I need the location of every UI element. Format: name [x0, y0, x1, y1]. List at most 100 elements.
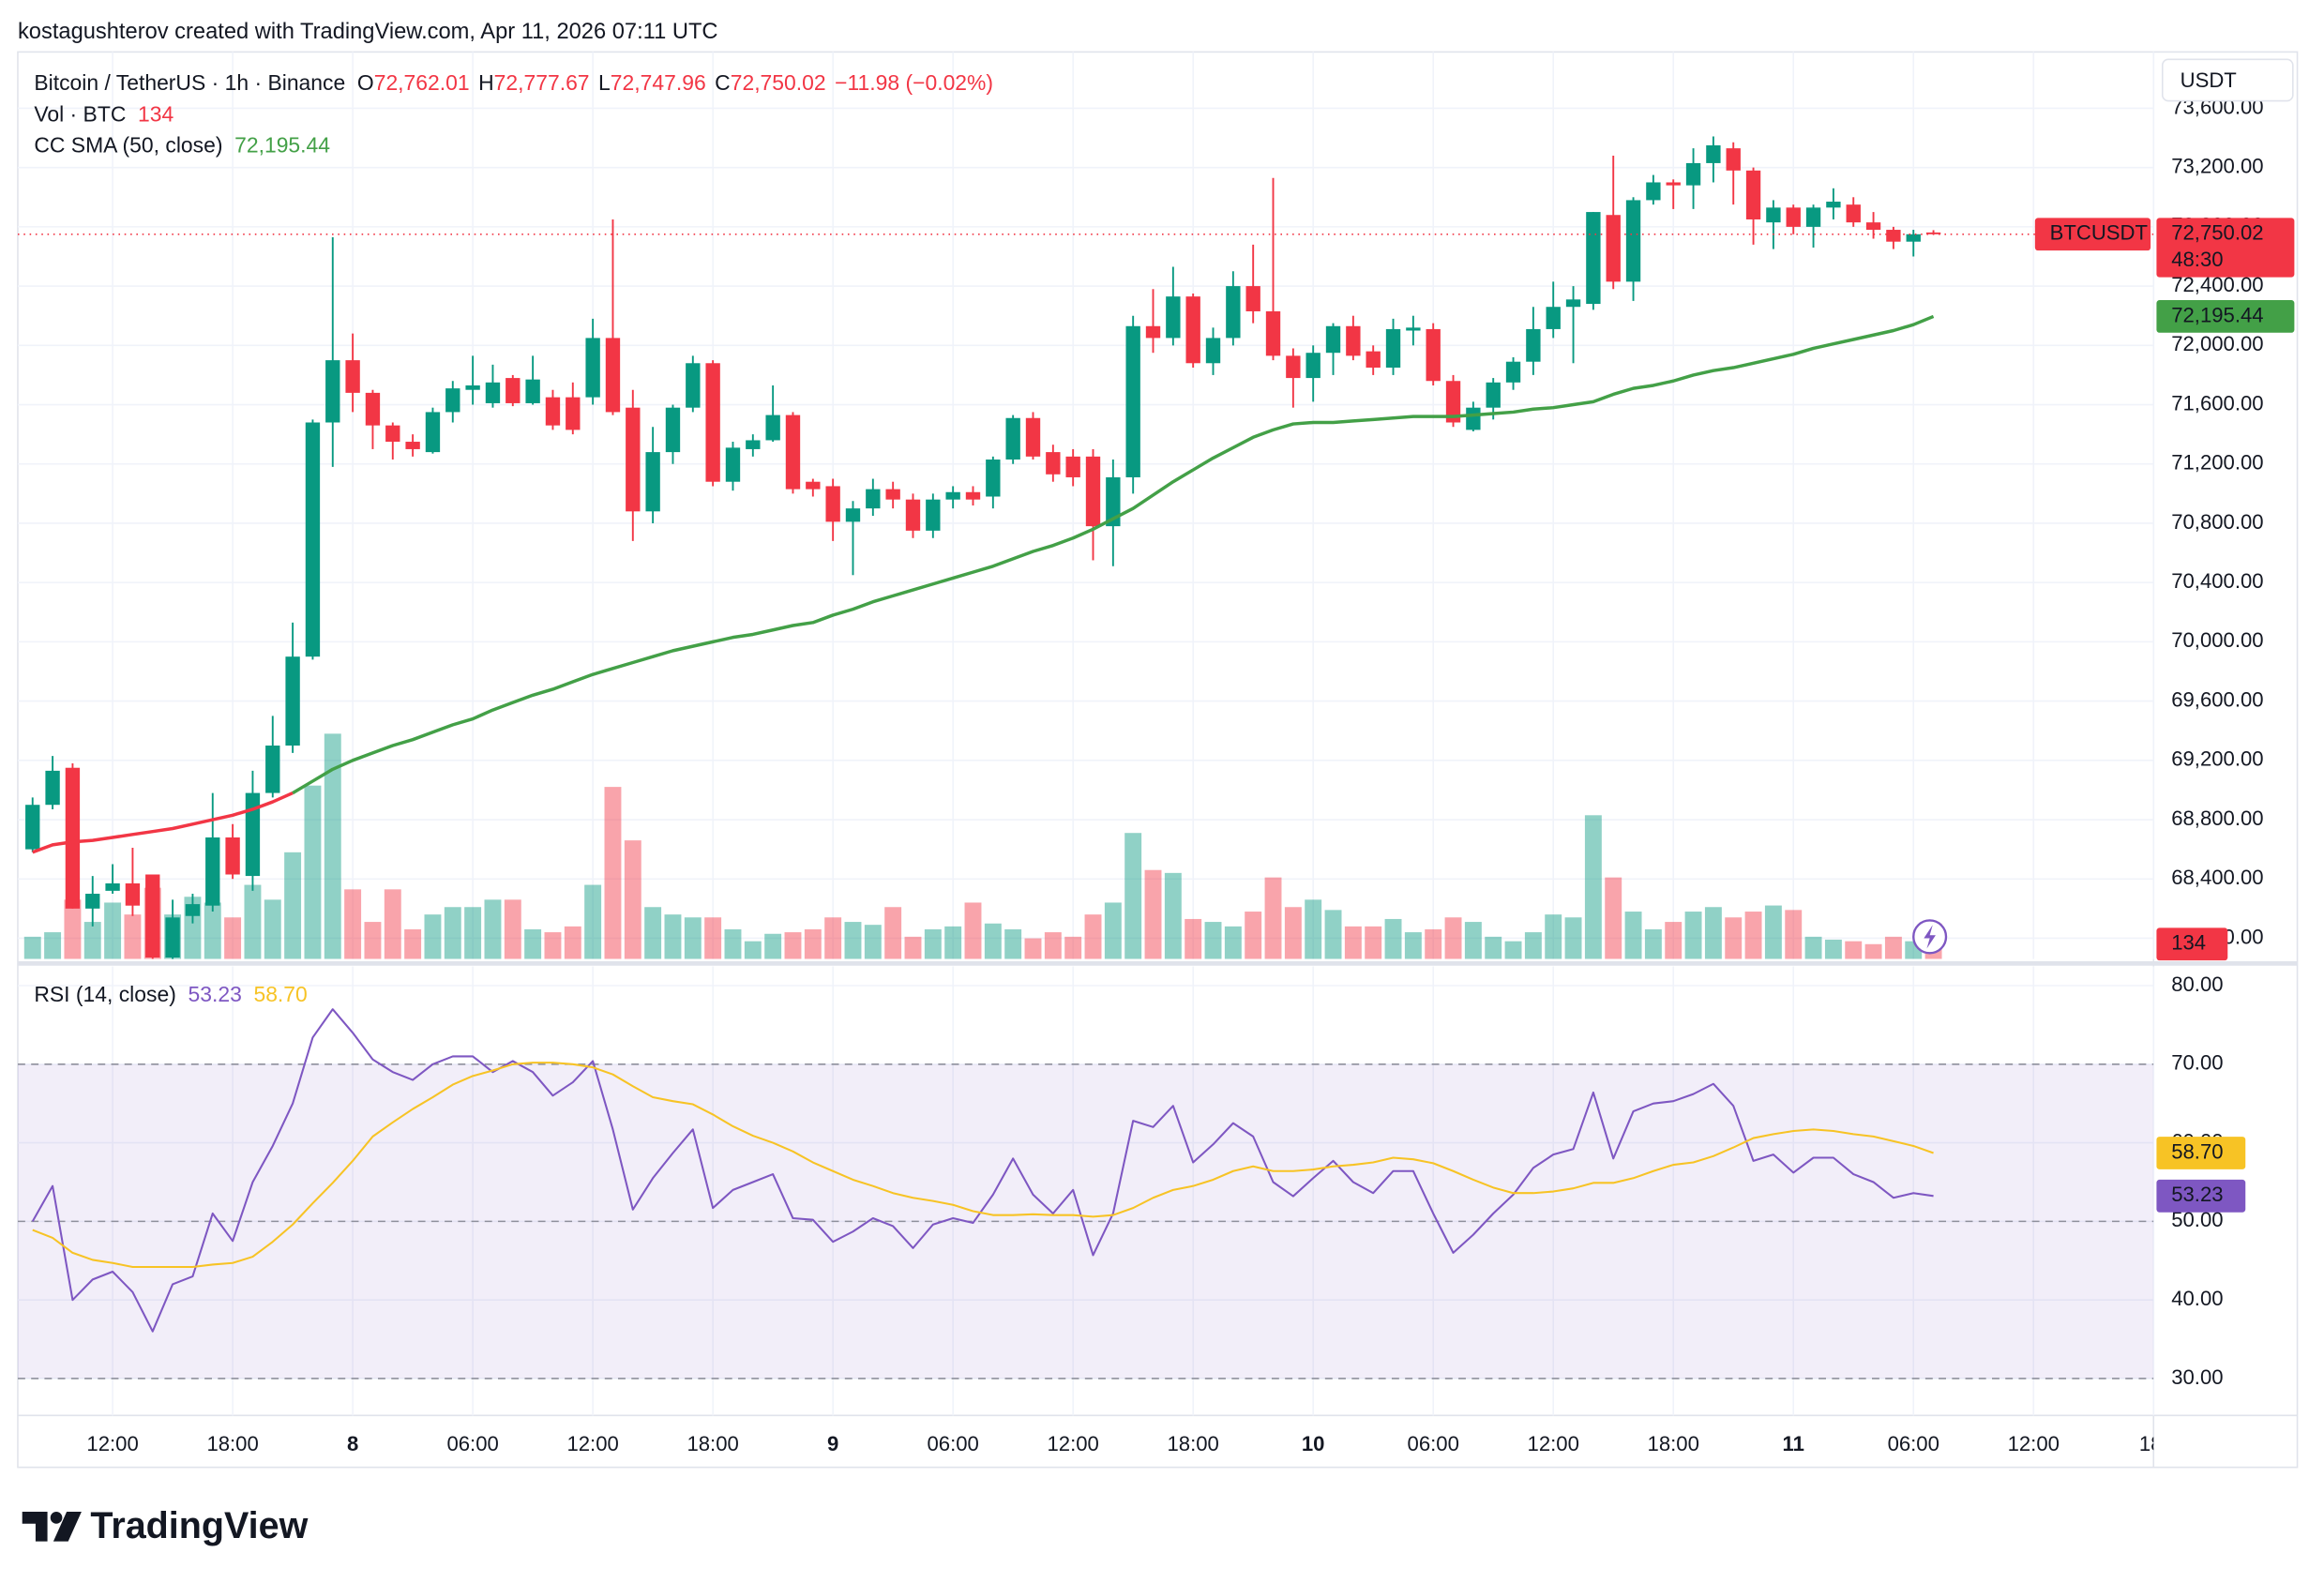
candle-body	[525, 379, 540, 403]
unit: USDT	[2181, 68, 2237, 92]
price-tags: 72,750.02 48:30 BTCUSDT 72,195.44 134 53.23 58…	[2034, 218, 2295, 1213]
candle-body	[866, 489, 881, 509]
symbol: Bitcoin / TetherUS · 1h · Binance	[34, 70, 345, 95]
legend-sma: CC SMA (50, close) 72,195.44	[34, 133, 330, 158]
volume-bar	[1204, 922, 1222, 959]
price-lines	[17, 233, 2154, 854]
volume-bar	[464, 907, 482, 959]
x-tick-label: 18:00	[206, 1432, 258, 1455]
volume-bar	[104, 902, 122, 959]
candle-body	[185, 904, 201, 916]
candle-body	[45, 770, 60, 806]
volume-bar	[1124, 833, 1142, 959]
high-key: H	[478, 70, 494, 95]
frame	[17, 51, 2299, 1469]
rsi-tick-label: 70.00	[2171, 1051, 2223, 1075]
y-tick-label: 72,000.00	[2171, 332, 2263, 355]
y-tick-label: 69,200.00	[2171, 747, 2263, 771]
volume-bar	[1224, 926, 1242, 959]
volume-bar	[1605, 877, 1622, 959]
candle-body	[145, 874, 160, 957]
volume-bar	[1084, 914, 1102, 959]
volume-bar	[804, 928, 822, 959]
volume-tag: 134	[2171, 931, 2206, 955]
candle-body	[645, 452, 660, 512]
candle-body	[1426, 328, 1441, 382]
candle-body	[265, 746, 280, 793]
candle-body	[1025, 417, 1041, 457]
candle-body	[705, 363, 720, 482]
change-value: −11.98 (−0.02%)	[835, 70, 993, 95]
candle-body	[485, 382, 501, 403]
y-tick-label: 69,600.00	[2171, 687, 2263, 711]
rsi-ma-value: 58.70	[253, 982, 307, 1006]
volume-bar	[1764, 905, 1782, 959]
sma-tag: 72,195.44	[2171, 303, 2263, 326]
candle-body	[1205, 338, 1221, 364]
volume-bar	[764, 933, 782, 959]
open-value: 72,762.01	[374, 70, 470, 95]
candle-body	[1286, 355, 1301, 379]
y-tick-label: 70,000.00	[2171, 628, 2263, 652]
candle-body	[205, 837, 220, 906]
candle-body	[1185, 296, 1200, 364]
x-tick-label: 12:00	[566, 1432, 618, 1455]
volume-bar	[1344, 926, 1362, 959]
legend-volume: Vol · BTC 134	[34, 101, 174, 126]
candle-body	[405, 442, 420, 449]
x-tick-label: 18:00	[687, 1432, 738, 1455]
candle-body	[1666, 182, 1681, 186]
candle-body	[225, 837, 240, 875]
last-price-tag: 72,750.02	[2171, 221, 2263, 245]
volume-bar	[664, 914, 682, 959]
y-tick-label: 70,800.00	[2171, 510, 2263, 534]
x-tick-label: 18:00	[1168, 1432, 1219, 1455]
volume-bar	[1785, 910, 1803, 959]
volume-bar	[1164, 872, 1182, 959]
candle-body	[1445, 381, 1461, 423]
volume-bar	[504, 899, 521, 959]
time-axis: 12:00 18:00 8 06:00 12:00 18:00 9 06:00 12:00 18:…	[86, 1432, 2153, 1455]
candle-body	[1745, 170, 1761, 219]
volume-bar	[1264, 877, 1282, 959]
volume-bar	[1545, 914, 1562, 959]
volume-bar	[1404, 932, 1422, 959]
candle-body	[1526, 328, 1541, 362]
volume-bar	[624, 840, 641, 959]
sma-name: CC SMA (50, close)	[34, 133, 222, 158]
volume-bar	[1144, 869, 1162, 959]
candle-body	[1565, 299, 1581, 308]
candle-body	[885, 489, 900, 500]
candle-body	[945, 491, 960, 500]
candle-body	[105, 882, 120, 891]
candle-body	[665, 407, 681, 453]
candle-body	[1065, 456, 1080, 477]
volume-bar	[1284, 907, 1302, 959]
volume-bar	[684, 917, 702, 959]
last-price-tag-box	[2156, 218, 2295, 278]
volume-bar	[124, 914, 142, 959]
y-tick-label: 70,400.00	[2171, 569, 2263, 593]
candle-body	[1245, 286, 1260, 311]
candle-body	[605, 338, 621, 413]
candle-body	[285, 656, 300, 746]
volume-bar	[424, 914, 442, 959]
rsi-lines	[31, 1008, 1934, 1333]
candle-body	[1805, 207, 1821, 227]
unit-box[interactable]	[2161, 58, 2294, 102]
candle-body	[365, 392, 381, 426]
candle-body	[986, 460, 1001, 497]
sma-line	[292, 314, 1935, 795]
volume-bar	[1444, 917, 1462, 959]
candle-body	[825, 486, 840, 522]
rsi-line	[31, 1008, 1934, 1333]
volume-bar	[544, 932, 562, 959]
candle-body	[1366, 351, 1381, 369]
sma-tag-box	[2156, 300, 2295, 333]
candles	[25, 136, 1941, 959]
candle-body	[626, 407, 641, 512]
x-tick-label: 8	[347, 1432, 358, 1455]
volume-bar	[864, 925, 882, 959]
candle-body	[425, 412, 441, 453]
